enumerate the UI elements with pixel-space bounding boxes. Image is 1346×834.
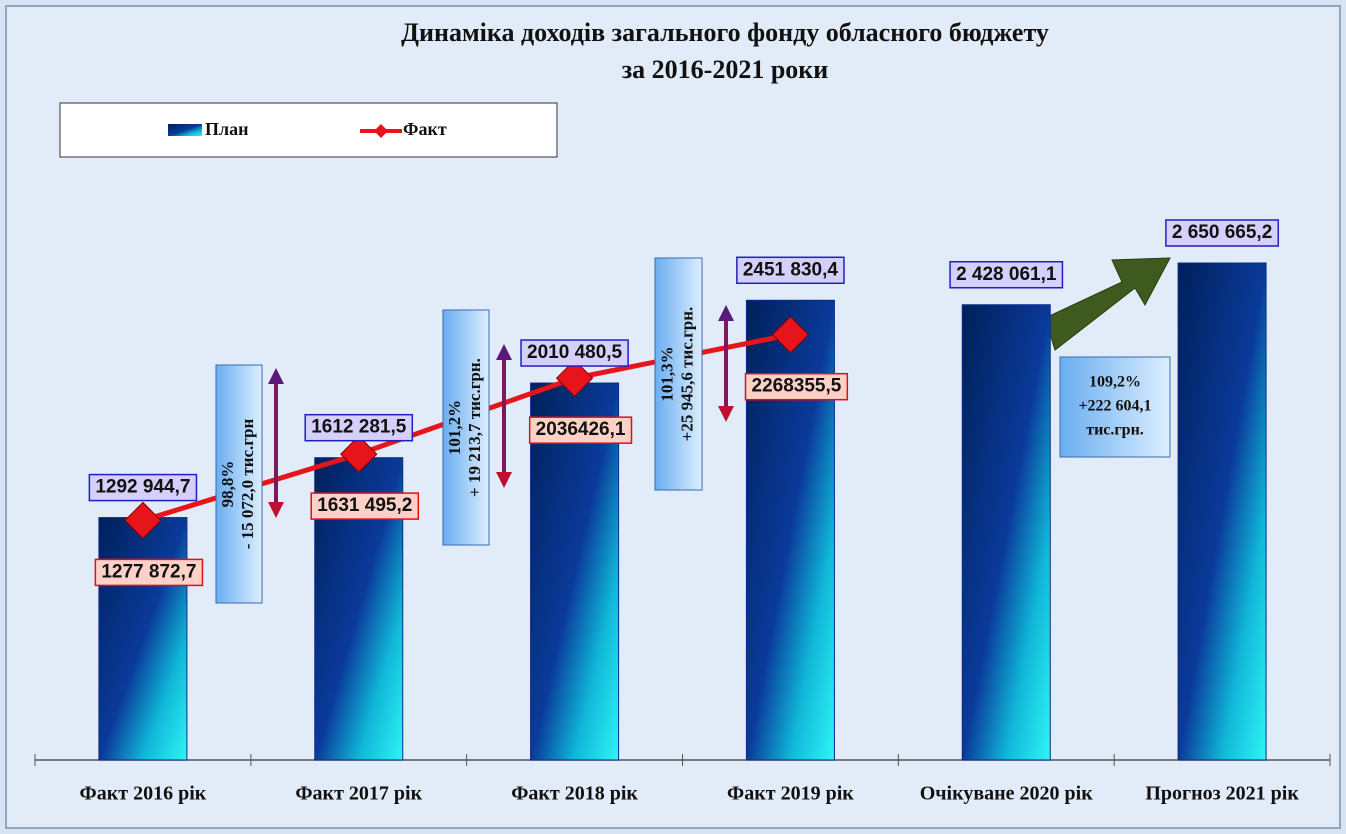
fact-value-label-box xyxy=(744,372,849,401)
annotation-box xyxy=(1059,356,1171,458)
bar xyxy=(98,517,188,761)
annotation-text: 109,2% xyxy=(1089,374,1141,391)
change-arrow-head xyxy=(268,368,284,384)
fact-marker xyxy=(124,501,162,540)
plan-value-label-box xyxy=(88,473,198,502)
x-tick-label: Прогноз 2021 рік xyxy=(1145,783,1299,805)
change-arrow-head xyxy=(718,406,734,422)
change-arrow-head xyxy=(268,502,284,518)
annotation-box xyxy=(442,309,490,546)
plan-value-label-box xyxy=(1165,219,1280,247)
annotation-box xyxy=(215,364,263,604)
fact-value-label: 1631 495,2 xyxy=(317,495,412,516)
x-tick-label: Факт 2019 рік xyxy=(727,783,854,805)
plan-value-label: 2 428 061,1 xyxy=(956,264,1057,285)
legend-marker xyxy=(374,124,388,138)
fact-value-label: 1277 872,7 xyxy=(101,561,196,582)
fact-marker xyxy=(340,435,378,473)
chart-title: Динаміка доходів загального фонду обласн… xyxy=(401,18,1049,47)
fact-value-label-box xyxy=(528,416,633,444)
bar xyxy=(1177,262,1267,761)
plan-value-label: 1292 944,7 xyxy=(95,477,190,498)
annotation-box xyxy=(654,257,703,491)
change-arrow-head xyxy=(496,344,512,360)
plan-value-label: 2 650 665,2 xyxy=(1172,222,1272,243)
bar xyxy=(961,304,1051,761)
bar xyxy=(745,299,835,761)
annotation-text: + 19 213,7 тис.грн. xyxy=(465,358,484,497)
annotation-text: 101,2% xyxy=(445,400,464,455)
x-tick-label: Факт 2016 рік xyxy=(80,783,207,805)
fact-value-label: 2268355,5 xyxy=(752,376,842,397)
plan-value-label: 1612 281,5 xyxy=(311,417,407,438)
annotation-text: +25 945,6 тис.грн. xyxy=(677,307,696,442)
growth-arrow xyxy=(1044,257,1171,351)
plan-value-label-box xyxy=(520,339,629,367)
x-tick-label: Факт 2017 рік xyxy=(295,783,422,805)
annotation-text: - 15 072,0 тис.грн xyxy=(238,419,257,550)
x-tick-label: Очікуване 2020 рік xyxy=(920,783,1094,805)
x-tick-label: Факт 2018 рік xyxy=(511,783,638,805)
plan-value-label: 2010 480,5 xyxy=(527,342,623,363)
bar xyxy=(530,382,620,761)
annotation-text: тис.грн. xyxy=(1086,422,1144,439)
fact-value-label-box xyxy=(94,558,204,587)
change-arrow-head xyxy=(718,305,734,321)
annotation-text: +222 604,1 xyxy=(1078,398,1151,415)
fact-marker xyxy=(771,315,810,354)
plan-value-label-box xyxy=(949,260,1064,289)
fact-value-label: 2036426,1 xyxy=(536,419,626,440)
legend-box xyxy=(59,102,558,158)
legend-label: План xyxy=(205,119,248,139)
fact-marker xyxy=(555,359,594,397)
annotation-text: 101,3% xyxy=(657,346,676,401)
chart-title: за 2016-2021 роки xyxy=(622,55,829,84)
plan-value-label-box xyxy=(304,413,414,442)
legend-swatch xyxy=(168,124,202,136)
legend-label: Факт xyxy=(403,119,447,139)
fact-value-label-box xyxy=(310,492,420,520)
plan-value-label-box xyxy=(736,256,845,285)
change-arrow-head xyxy=(496,472,512,488)
annotation-text: 98,8% xyxy=(218,461,237,508)
plan-value-label: 2451 830,4 xyxy=(743,259,839,280)
